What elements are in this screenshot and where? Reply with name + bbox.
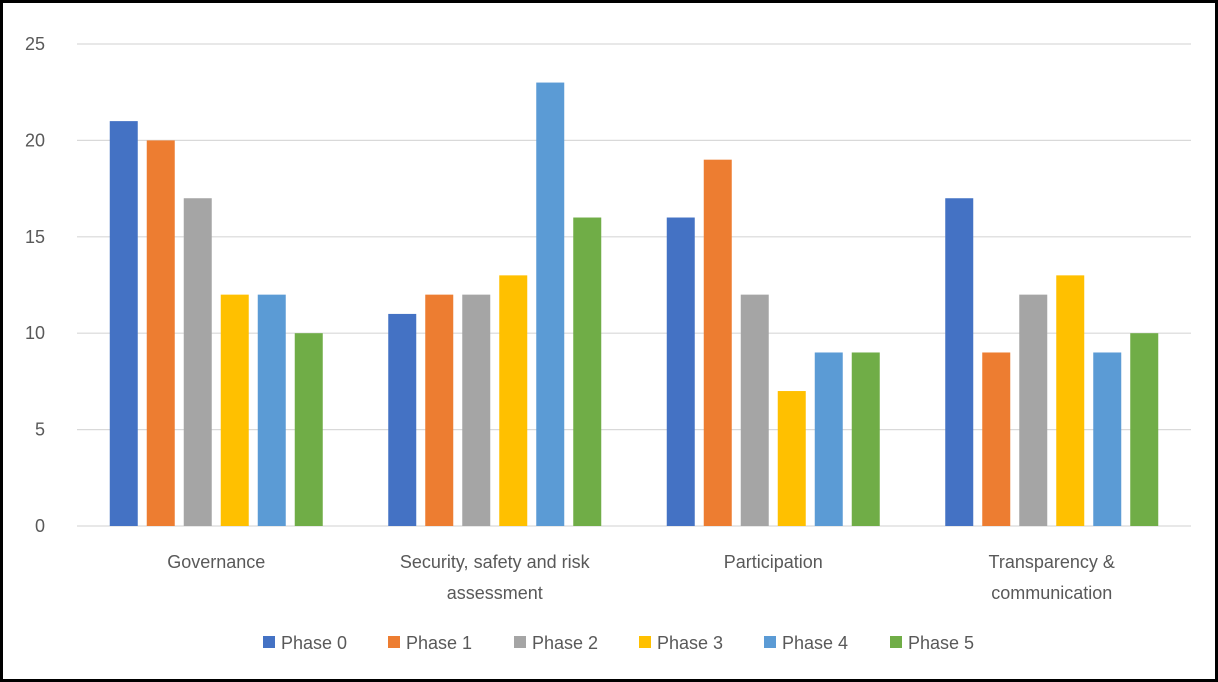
y-tick-label: 0: [35, 516, 45, 536]
category-label: Security, safety and risk: [400, 552, 591, 572]
bar-phase-5-cat-0: [294, 333, 323, 526]
category-label: assessment: [447, 583, 543, 603]
legend-swatch: [764, 636, 776, 648]
bar-phase-4-cat-2: [814, 352, 843, 526]
bar-phase-0-cat-0: [109, 121, 138, 527]
bar-phase-4-cat-3: [1093, 352, 1122, 526]
bar-phase-3-cat-1: [499, 275, 528, 526]
category-label: Transparency &: [989, 552, 1115, 572]
category-label: Governance: [167, 552, 265, 572]
y-tick-label: 10: [25, 323, 45, 343]
legend-swatch: [514, 636, 526, 648]
legend-swatch: [639, 636, 651, 648]
legend-label: Phase 3: [657, 633, 723, 653]
bar-phase-4-cat-1: [536, 82, 565, 526]
legend-label: Phase 1: [406, 633, 472, 653]
bar-phase-5-cat-2: [851, 352, 880, 526]
bars: [109, 82, 1159, 527]
y-tick-label: 20: [25, 130, 45, 150]
bar-phase-3-cat-3: [1056, 275, 1085, 526]
bar-phase-5-cat-1: [573, 217, 602, 526]
y-tick-label: 15: [25, 227, 45, 247]
legend-label: Phase 5: [908, 633, 974, 653]
y-tick-label: 5: [35, 420, 45, 440]
bar-phase-3-cat-2: [777, 391, 806, 526]
bar-phase-1-cat-1: [425, 294, 454, 526]
legend-label: Phase 2: [532, 633, 598, 653]
bar-phase-2-cat-2: [740, 294, 769, 526]
bar-phase-0-cat-3: [945, 198, 974, 527]
legend-label: Phase 0: [281, 633, 347, 653]
bar-phase-3-cat-0: [220, 294, 249, 526]
bar-phase-1-cat-0: [146, 140, 175, 526]
x-axis-categories: Governance Security, safety and risk asses…: [167, 552, 1115, 603]
y-tick-label: 25: [25, 34, 45, 54]
bar-phase-5-cat-3: [1130, 333, 1159, 526]
bar-phase-4-cat-0: [257, 294, 286, 526]
legend-label: Phase 4: [782, 633, 848, 653]
bar-chart: 0 5 10 15 20 25 Governance Security, safety an…: [25, 34, 1191, 653]
bar-phase-2-cat-1: [462, 294, 491, 526]
bar-phase-0-cat-1: [388, 313, 417, 526]
legend-swatch: [263, 636, 275, 648]
legend-swatch: [890, 636, 902, 648]
bar-phase-2-cat-0: [183, 198, 212, 527]
bar-phase-1-cat-3: [982, 352, 1011, 526]
y-axis-ticks: 0 5 10 15 20 25: [25, 34, 45, 536]
bar-phase-0-cat-2: [666, 217, 695, 526]
bar-phase-1-cat-2: [703, 159, 732, 526]
category-label: Participation: [724, 552, 823, 572]
bar-phase-2-cat-3: [1019, 294, 1048, 526]
legend-swatch: [388, 636, 400, 648]
legend: Phase 0 Phase 1 Phase 2 Phase 3 Phase 4 Phase…: [263, 633, 974, 653]
category-label: communication: [991, 583, 1112, 603]
